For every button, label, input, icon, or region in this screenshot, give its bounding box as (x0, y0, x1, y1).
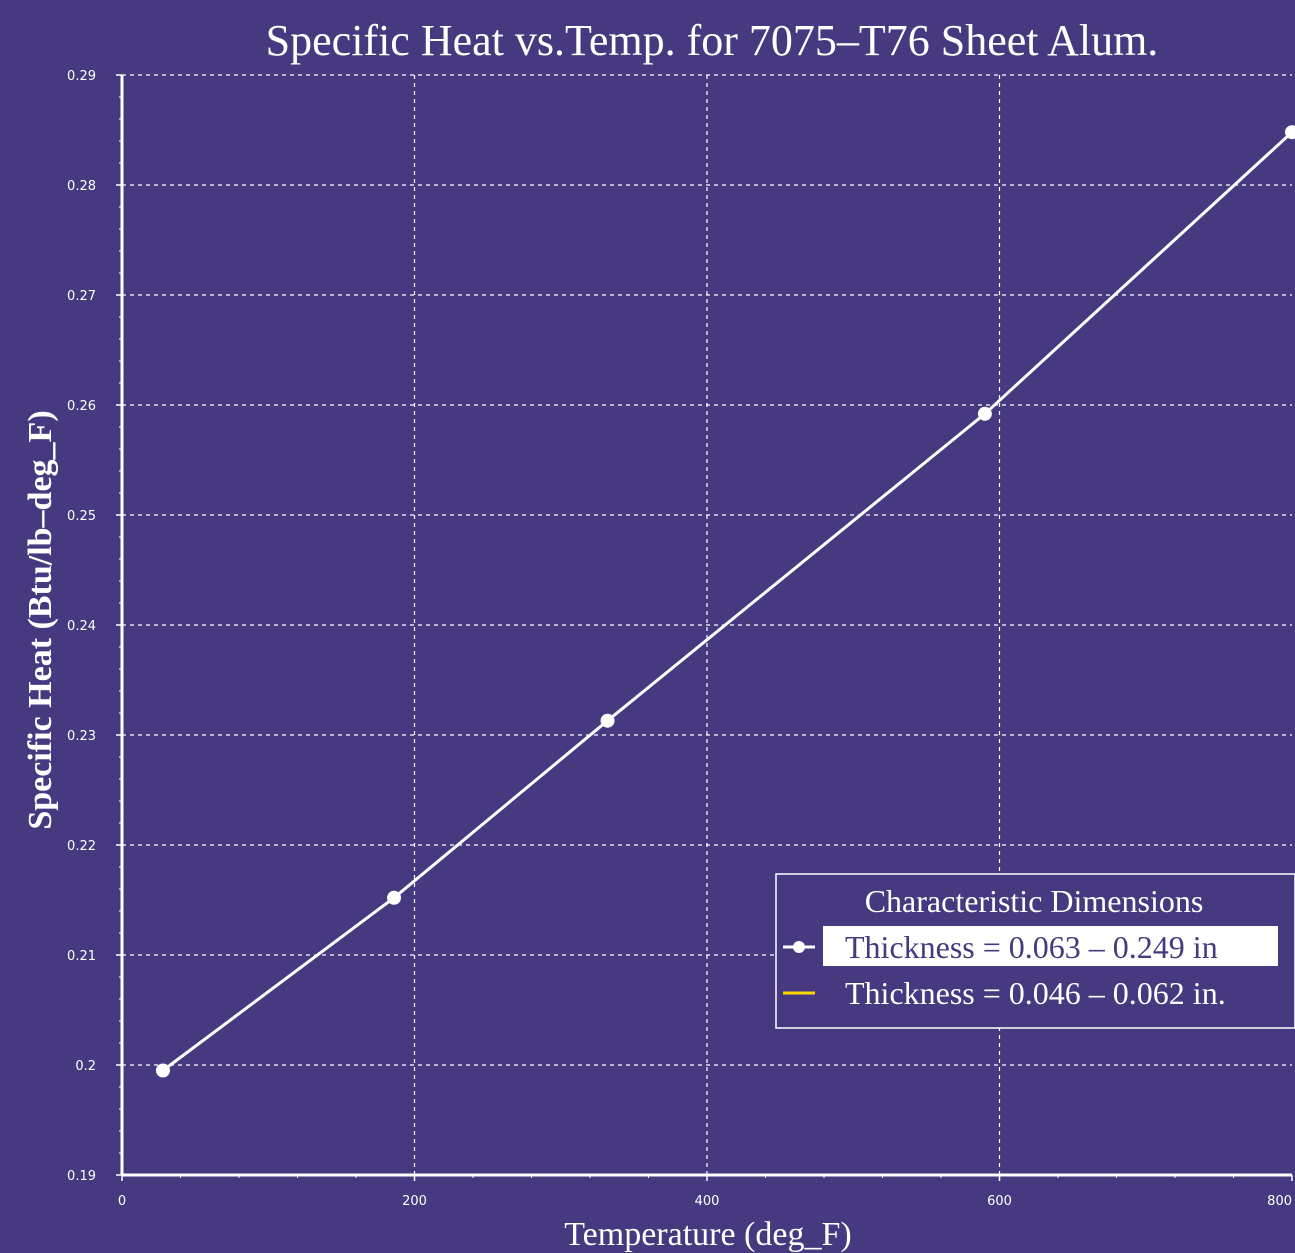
y-tick-label: 0.25 (67, 509, 96, 524)
y-tick-label: 0.23 (67, 729, 96, 744)
data-point (977, 406, 992, 421)
series (155, 125, 1295, 1078)
y-tick-label: 0.21 (67, 949, 96, 964)
data-point (387, 890, 402, 905)
y-tick-label: 0.29 (67, 69, 96, 84)
y-tick-label: 0.19 (67, 1169, 96, 1184)
y-tick-label: 0.22 (67, 839, 96, 854)
y-axis-label: Specific Heat (Btu/lb–deg_F) (22, 410, 59, 829)
grid (122, 74, 1292, 1175)
legend-label-series-1: Thickness = 0.063 – 0.249 in (845, 929, 1218, 965)
axes (116, 74, 1293, 1181)
chart-title: Specific Heat vs.Temp. for 7075–T76 Shee… (266, 16, 1159, 65)
y-tick-label: 0.28 (67, 179, 96, 194)
x-tick-label: 800 (1267, 1194, 1292, 1209)
legend-label-series-2: Thickness = 0.046 – 0.062 in. (845, 975, 1226, 1011)
y-tick-label: 0.27 (67, 289, 96, 304)
y-tick-label: 0.24 (67, 619, 96, 634)
legend-marker-series-1 (793, 941, 805, 953)
y-tick-label: 0.26 (67, 399, 96, 414)
x-tick-label: 400 (695, 1194, 720, 1209)
x-axis-label: Temperature (deg_F) (564, 1216, 851, 1253)
legend-title: Characteristic Dimensions (865, 883, 1204, 919)
x-tick-label: 0 (118, 1194, 126, 1209)
x-tick-label: 600 (987, 1194, 1012, 1209)
y-tick-label: 0.2 (75, 1059, 96, 1074)
data-point (1285, 125, 1295, 140)
data-point (155, 1063, 170, 1078)
data-point (600, 713, 615, 728)
legend-highlight (823, 926, 1278, 966)
legend: Characteristic Dimensions Thickness = 0.… (775, 873, 1295, 1029)
x-tick-label: 200 (402, 1194, 427, 1209)
tick-labels: 0.19 0.2 0.21 0.22 0.23 0.24 0.25 0.26 0.27 0.28 0… (67, 69, 1292, 1209)
